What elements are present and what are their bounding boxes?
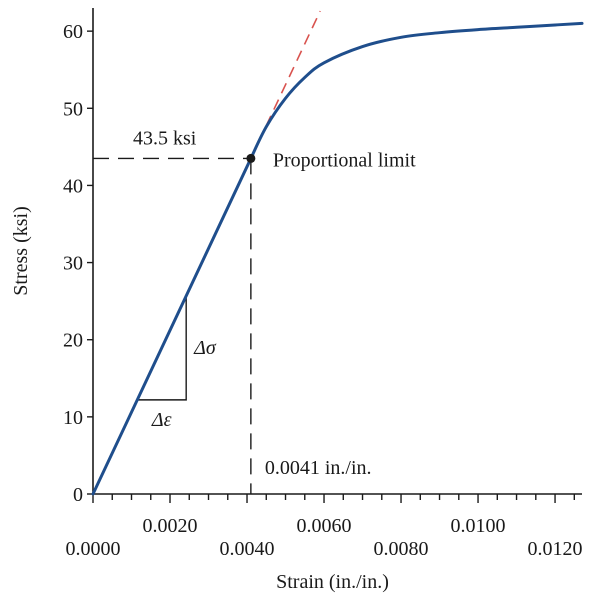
stress-strain-curve [91, 21, 584, 496]
x-axis-label: Strain (in./in.) [276, 571, 389, 593]
x-tick-label: 0.0000 [66, 538, 121, 560]
y-tick-label: 60 [63, 21, 83, 43]
axes-layer [92, 8, 582, 495]
x-tick-label: 0.0060 [297, 515, 352, 537]
ticks-layer: 0 10 20 30 40 50 60 0.0020 0.0060 0.0100 0.0000 0.0… [63, 21, 583, 560]
y-tick-label: 0 [73, 484, 83, 506]
proportional-limit-point [246, 153, 256, 163]
guides-layer [93, 157, 252, 494]
strain-value-label: 0.0041 in./in. [265, 457, 372, 479]
x-tick-label: 0.0020 [143, 515, 198, 537]
y-axis-label: Stress (ksi) [10, 206, 32, 295]
series-layer [91, 10, 584, 496]
x-tick-label: 0.0120 [528, 538, 583, 560]
x-tick-label: 0.0080 [374, 538, 429, 560]
slope-triangle [137, 296, 187, 401]
proportional-limit-label: Proportional limit [273, 149, 416, 171]
annotations-layer: 43.5 ksi Proportional limit 0.0041 in./i… [133, 127, 416, 479]
x-tick-label: 0.0100 [451, 515, 506, 537]
delta-epsilon-label: Δε [151, 409, 172, 431]
y-tick-label: 40 [63, 175, 83, 197]
x-tick-label: 0.0040 [220, 538, 275, 560]
y-tick-label: 50 [63, 98, 83, 120]
y-tick-label: 20 [63, 330, 83, 352]
stress-value-label: 43.5 ksi [133, 127, 197, 149]
delta-sigma-label: Δσ [193, 337, 217, 359]
y-tick-label: 30 [63, 253, 83, 275]
y-tick-label: 10 [63, 407, 83, 429]
